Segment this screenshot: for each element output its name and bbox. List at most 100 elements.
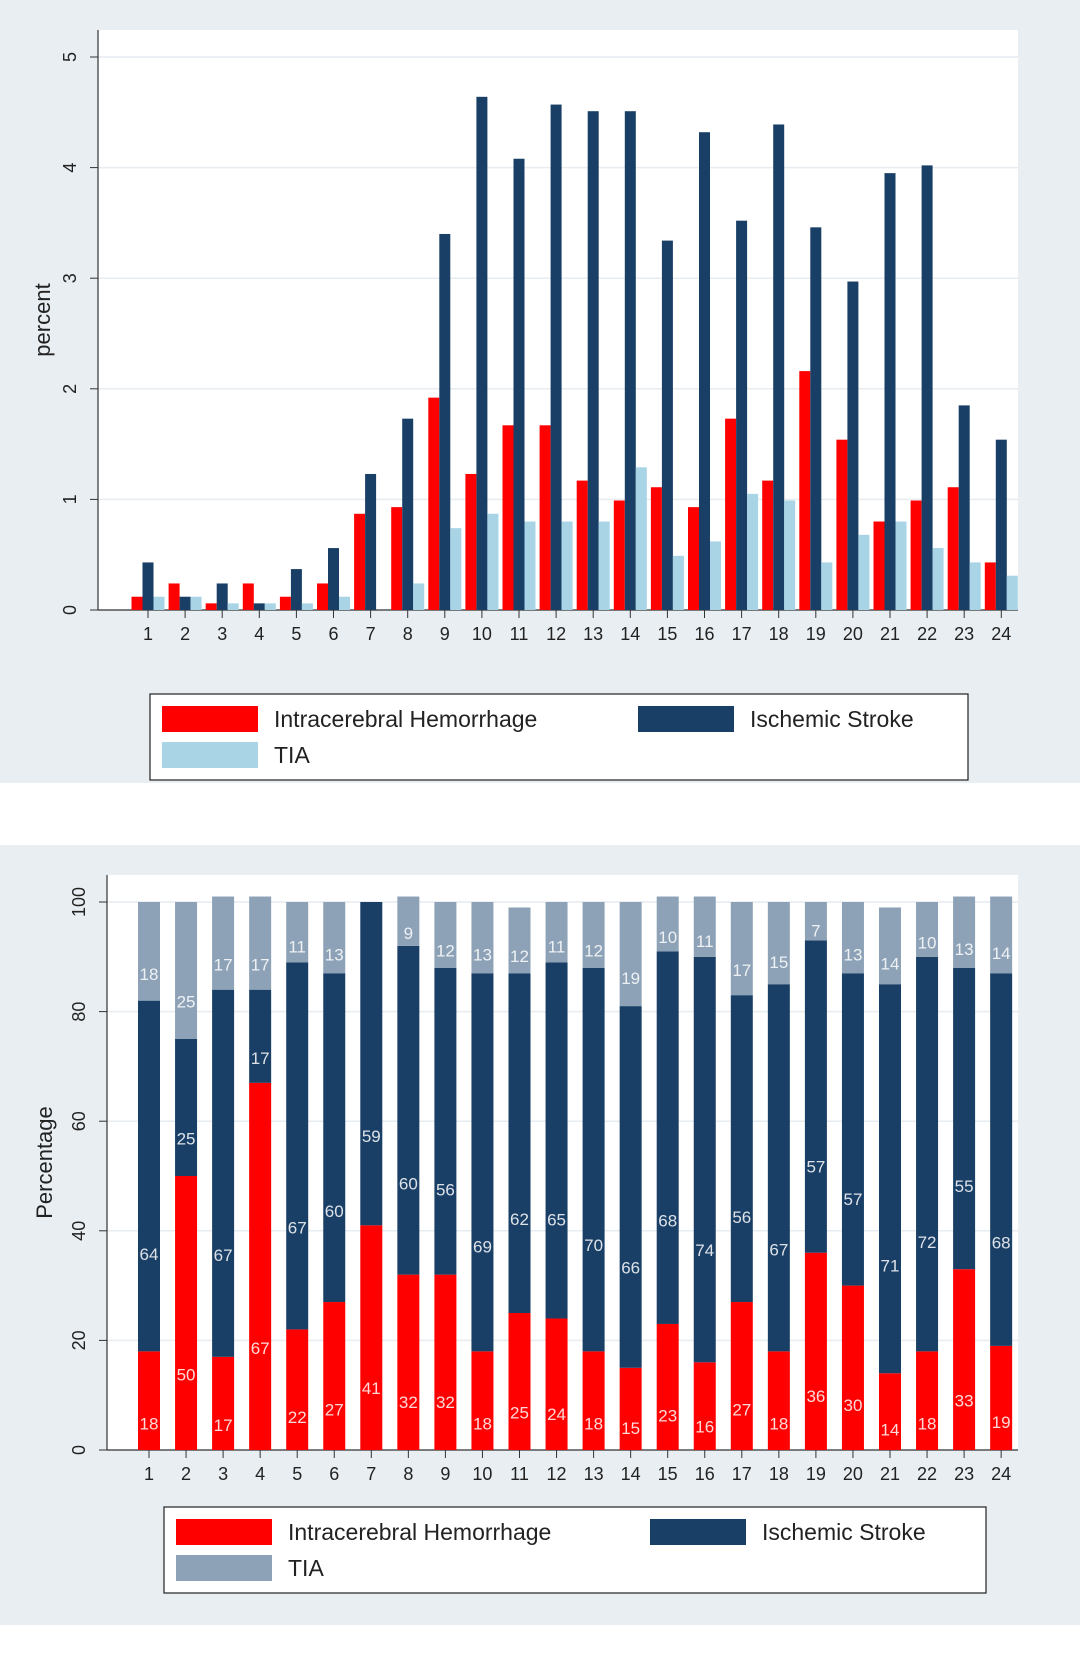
data-label: 33 <box>955 1391 974 1410</box>
bar-tia <box>249 896 272 990</box>
y-tick-label: 1 <box>60 494 80 504</box>
data-label: 36 <box>806 1387 825 1406</box>
bar-intracerebral-hemorrhage <box>804 1252 827 1450</box>
bar-intracerebral-hemorrhage <box>730 1302 753 1450</box>
x-tick-label: 18 <box>769 624 789 644</box>
bar-intracerebral-hemorrhage <box>841 1285 864 1450</box>
legend-label: TIA <box>274 742 310 768</box>
x-tick-label: 16 <box>694 624 714 644</box>
x-tick-label: 21 <box>880 624 900 644</box>
x-tick-label: 3 <box>217 624 227 644</box>
x-tick-label: 22 <box>917 624 937 644</box>
data-label: 17 <box>214 1416 233 1435</box>
bar-ischemic-stroke <box>471 973 494 1352</box>
bar-intracerebral-hemorrhage <box>984 562 996 610</box>
x-tick-label: 10 <box>472 624 492 644</box>
x-tick-label: 15 <box>657 624 677 644</box>
bar-tia <box>450 528 462 610</box>
data-label: 11 <box>696 932 714 951</box>
data-label: 57 <box>843 1190 862 1209</box>
bar-tia <box>969 562 981 610</box>
bar-ischemic-stroke <box>661 240 673 610</box>
data-label: 41 <box>362 1379 381 1398</box>
data-label: 18 <box>584 1414 603 1433</box>
bar-intracerebral-hemorrhage <box>799 371 811 610</box>
bar-ischemic-stroke <box>286 962 309 1330</box>
data-label: 11 <box>548 937 566 956</box>
legend-swatch <box>162 706 258 732</box>
bar-intracerebral-hemorrhage <box>391 507 403 610</box>
bar-tia <box>286 902 309 963</box>
bar-tia <box>710 541 721 610</box>
y-tick-label: 3 <box>60 273 80 283</box>
bar-intracerebral-hemorrhage <box>205 603 217 610</box>
x-tick-label: 13 <box>583 624 603 644</box>
bar-ischemic-stroke <box>249 989 272 1083</box>
bar-tia <box>747 493 759 610</box>
bar-intracerebral-hemorrhage <box>836 439 848 610</box>
bar-intracerebral-hemorrhage <box>613 500 625 610</box>
bar-tia <box>190 596 202 610</box>
data-label: 32 <box>436 1393 455 1412</box>
bar-tia <box>339 596 350 610</box>
bar-tia <box>471 902 494 974</box>
bar-ischemic-stroke <box>884 173 896 610</box>
bar-intracerebral-hemorrhage <box>138 1351 160 1450</box>
legend-swatch <box>162 742 258 768</box>
bar-ischemic-stroke <box>879 984 901 1374</box>
x-tick-label: 16 <box>695 1464 715 1484</box>
data-label: 67 <box>769 1241 788 1260</box>
y-axis-label: Percentage <box>32 1106 57 1219</box>
x-tick-label: 9 <box>440 624 450 644</box>
bar-ischemic-stroke <box>253 603 265 610</box>
data-label: 23 <box>658 1407 677 1426</box>
bar-tia <box>916 902 939 957</box>
bar-ischemic-stroke <box>216 583 228 610</box>
data-label: 13 <box>325 945 344 964</box>
bar-tia <box>990 896 1013 974</box>
bar-tia <box>598 521 610 610</box>
data-label: 12 <box>510 947 529 966</box>
bar-ischemic-stroke <box>841 973 864 1286</box>
x-tick-label: 3 <box>218 1464 228 1484</box>
data-label: 69 <box>473 1237 492 1256</box>
data-label: 68 <box>992 1234 1011 1253</box>
bar-tia <box>656 896 679 952</box>
bar-ischemic-stroke <box>550 104 562 611</box>
x-tick-label: 6 <box>328 624 338 644</box>
x-tick-label: 7 <box>366 624 376 644</box>
data-label: 71 <box>881 1256 900 1275</box>
bar-tia <box>879 907 901 985</box>
bar-tia <box>841 902 864 974</box>
data-label: 9 <box>404 924 413 943</box>
bar-ischemic-stroke <box>847 281 859 610</box>
data-label: 19 <box>992 1413 1011 1432</box>
data-label: 27 <box>732 1401 751 1420</box>
data-label: 14 <box>992 944 1011 963</box>
bar-tia <box>784 500 796 610</box>
bar-ischemic-stroke <box>142 562 154 610</box>
bar-intracerebral-hemorrhage <box>539 425 551 610</box>
data-label: 18 <box>140 1414 159 1433</box>
bar-ischemic-stroke <box>175 1039 198 1176</box>
data-label: 72 <box>918 1233 937 1252</box>
bar-tia <box>635 467 647 610</box>
legend-swatch <box>176 1519 272 1545</box>
data-label: 13 <box>843 945 862 964</box>
data-label: 19 <box>621 969 640 988</box>
data-label: 13 <box>955 940 974 959</box>
bar-intracerebral-hemorrhage <box>471 1351 494 1450</box>
bar-tia <box>1006 575 1018 610</box>
bar-intracerebral-hemorrhage <box>619 1367 642 1450</box>
x-tick-label: 24 <box>991 1464 1011 1484</box>
bar-ischemic-stroke <box>773 124 785 610</box>
bar-intracerebral-hemorrhage <box>323 1302 346 1450</box>
bar-intracerebral-hemorrhage <box>767 1351 790 1450</box>
bar-tia <box>508 907 531 974</box>
chart-panel-top: 0 1 2 3 4 5 percent 1 2 3 4 5 6 7 8 9 10 11 12 13 14 15 16 17 18… <box>0 0 1080 783</box>
bar-tia <box>227 603 239 610</box>
bar-intracerebral-hemorrhage <box>354 513 366 610</box>
bar-intracerebral-hemorrhage <box>576 480 588 610</box>
bar-tia <box>175 902 198 1039</box>
bar-ischemic-stroke <box>439 233 451 610</box>
